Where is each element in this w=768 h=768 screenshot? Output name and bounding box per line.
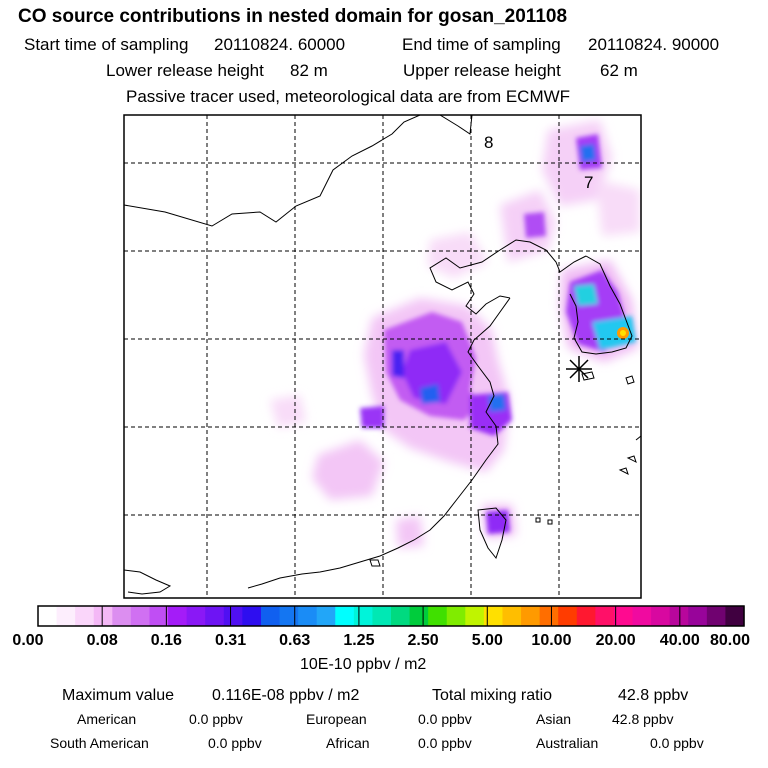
color-swatch <box>112 606 132 626</box>
color-scale-tick-label: 1.25 <box>343 632 375 649</box>
color-swatch <box>56 606 76 626</box>
color-swatch <box>335 606 355 626</box>
map-label-8: 8 <box>484 133 493 152</box>
color-swatch <box>706 606 727 626</box>
color-swatch <box>428 606 448 626</box>
color-swatch <box>446 606 466 626</box>
color-scale-unit: 10E-10 ppbv / m2 <box>300 656 427 673</box>
color-swatch <box>168 606 188 626</box>
tracer-note: Passive tracer used, meteorological data… <box>126 87 571 106</box>
max-value-label: Maximum value <box>62 687 175 704</box>
color-swatch <box>279 606 299 626</box>
color-scale-tick-label: 0.31 <box>214 632 247 649</box>
color-swatch <box>725 606 745 626</box>
region-value: 0.0 ppbv <box>189 711 243 727</box>
region-value: 0.0 ppbv <box>650 735 704 751</box>
color-scale-tick-label: 10.00 <box>531 632 572 649</box>
color-swatch <box>298 606 318 626</box>
region-value: 0.0 ppbv <box>418 711 472 727</box>
color-swatch <box>595 606 615 626</box>
start-time-value: 20110824. 60000 <box>214 35 346 54</box>
total-mixing-value: 42.8 ppbv <box>618 687 689 704</box>
color-swatch <box>223 606 243 626</box>
region-value: 0.0 ppbv <box>418 735 472 751</box>
color-swatch <box>186 606 206 626</box>
region-name: American <box>77 711 137 727</box>
plot-title: CO source contributions in nested domain… <box>18 6 568 27</box>
color-scale-tick-label: 2.50 <box>407 632 439 649</box>
upper-height-value: 62 m <box>600 61 638 80</box>
color-scale-tick-label: 80.00 <box>709 632 751 649</box>
color-swatch <box>521 606 541 626</box>
color-swatch <box>465 606 485 626</box>
color-swatch <box>502 606 522 626</box>
color-swatch <box>372 606 392 626</box>
color-swatch <box>391 606 411 626</box>
region-value: 0.0 ppbv <box>208 735 262 751</box>
lat-lon-grid <box>124 115 641 598</box>
color-scale-frame <box>37 605 745 627</box>
start-time-label: Start time of sampling <box>24 35 189 54</box>
map-frame <box>123 114 642 599</box>
region-name: European <box>306 711 367 727</box>
color-swatch <box>688 606 708 626</box>
color-scale-tick-label: 5.00 <box>471 632 503 649</box>
color-swatch <box>632 606 652 626</box>
color-scale-tick-label: 0.63 <box>279 632 311 649</box>
color-scale-tick-label: 20.00 <box>595 632 636 649</box>
lower-height-label: Lower release height <box>106 61 264 80</box>
region-name: Asian <box>536 711 572 727</box>
color-scale-tick-label: 0.08 <box>86 632 118 649</box>
color-swatch <box>353 606 374 626</box>
color-swatch <box>93 606 113 626</box>
total-mixing-label: Total mixing ratio <box>432 687 553 704</box>
lower-height-value: 82 m <box>290 61 328 80</box>
color-scale-tick-label: 0.16 <box>150 632 182 649</box>
color-swatch <box>130 606 151 626</box>
color-swatch <box>260 606 281 626</box>
end-time-label: End time of sampling <box>402 35 561 54</box>
color-scale-tick-label: 40.00 <box>659 632 700 649</box>
color-swatch <box>613 606 634 626</box>
color-swatch <box>669 606 689 626</box>
map-label-7: 7 <box>584 173 593 192</box>
color-swatch <box>483 606 504 626</box>
color-swatch <box>242 606 262 626</box>
color-swatch <box>75 606 95 626</box>
upper-height-label: Upper release height <box>403 61 561 80</box>
coastlines <box>124 115 641 595</box>
color-swatch <box>38 606 58 626</box>
color-swatch <box>651 606 671 626</box>
receptor-star-icon <box>566 356 592 382</box>
color-swatch <box>316 606 336 626</box>
region-value: 42.8 ppbv <box>612 711 674 727</box>
end-time-value: 20110824. 90000 <box>588 35 720 54</box>
color-swatch <box>576 606 596 626</box>
region-name: Australian <box>536 735 599 751</box>
color-swatch <box>539 606 559 626</box>
color-swatch <box>558 606 578 626</box>
region-name: South American <box>50 735 149 751</box>
region-name: African <box>326 735 370 751</box>
color-scale-tick-label: 0.00 <box>12 632 44 649</box>
max-value: 0.116E-08 ppbv / m2 <box>212 687 360 704</box>
color-swatch <box>149 606 169 626</box>
color-swatch <box>409 606 429 626</box>
color-swatch <box>205 606 225 626</box>
